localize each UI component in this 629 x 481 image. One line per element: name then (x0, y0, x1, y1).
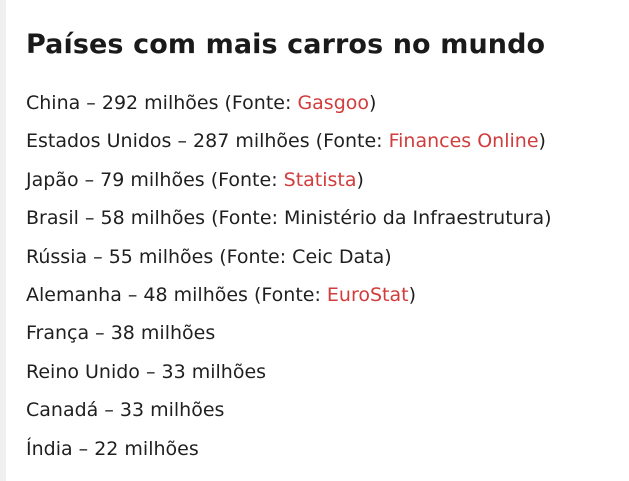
list-item-india: Índia – 22 milhões (26, 430, 629, 468)
item-text: Japão – 79 milhões (Fonte: (26, 168, 284, 191)
item-text: Canadá – 33 milhões (26, 399, 225, 422)
section-heading: Países com mais carros no mundo (26, 29, 546, 60)
item-text: Estados Unidos – 287 milhões (Fonte: (26, 130, 389, 153)
list-item-canada: Canadá – 33 milhões (26, 391, 629, 429)
item-suffix: ) (369, 92, 377, 114)
item-text: França – 38 milhões (26, 322, 216, 345)
list-item-russia: Rússia – 55 milhões (Fonte: Ceic Data) (26, 238, 629, 276)
left-border-strip (0, 0, 6, 481)
list-item-alemanha: Alemanha – 48 milhões (Fonte: EuroStat) (26, 276, 629, 314)
article-content: Países com mais carros no mundo China – … (26, 0, 629, 468)
item-text: Reino Unido – 33 milhões (26, 360, 267, 383)
item-text: China – 292 milhões (Fonte: (26, 92, 298, 114)
item-text: Rússia – 55 milhões (Fonte: Ceic Data) (26, 245, 392, 268)
source-link-statista[interactable]: Statista (283, 168, 357, 191)
item-text: Índia – 22 milhões (26, 437, 199, 460)
item-suffix: ) (356, 168, 364, 191)
country-car-list: China – 292 milhões (Fonte: Gasgoo) Esta… (26, 84, 629, 468)
item-text: Alemanha – 48 milhões (Fonte: (26, 284, 327, 307)
list-item-estados-unidos: Estados Unidos – 287 milhões (Fonte: Fin… (26, 122, 629, 160)
item-suffix: ) (538, 130, 546, 153)
source-link-finances-online[interactable]: Finances Online (388, 130, 539, 153)
list-item-franca: França – 38 milhões (26, 314, 629, 352)
source-link-gasgoo[interactable]: Gasgoo (297, 92, 370, 114)
item-suffix: ) (408, 284, 417, 307)
list-item-reino-unido: Reino Unido – 33 milhões (26, 353, 629, 391)
source-link-eurostat[interactable]: EuroStat (326, 284, 409, 307)
list-item-japao: Japão – 79 milhões (Fonte: Statista) (26, 161, 629, 199)
item-text: Brasil – 58 milhões (Fonte: Ministério d… (26, 207, 552, 230)
list-item-brasil: Brasil – 58 milhões (Fonte: Ministério d… (26, 199, 629, 237)
list-item-china: China – 292 milhões (Fonte: Gasgoo) (26, 84, 629, 122)
